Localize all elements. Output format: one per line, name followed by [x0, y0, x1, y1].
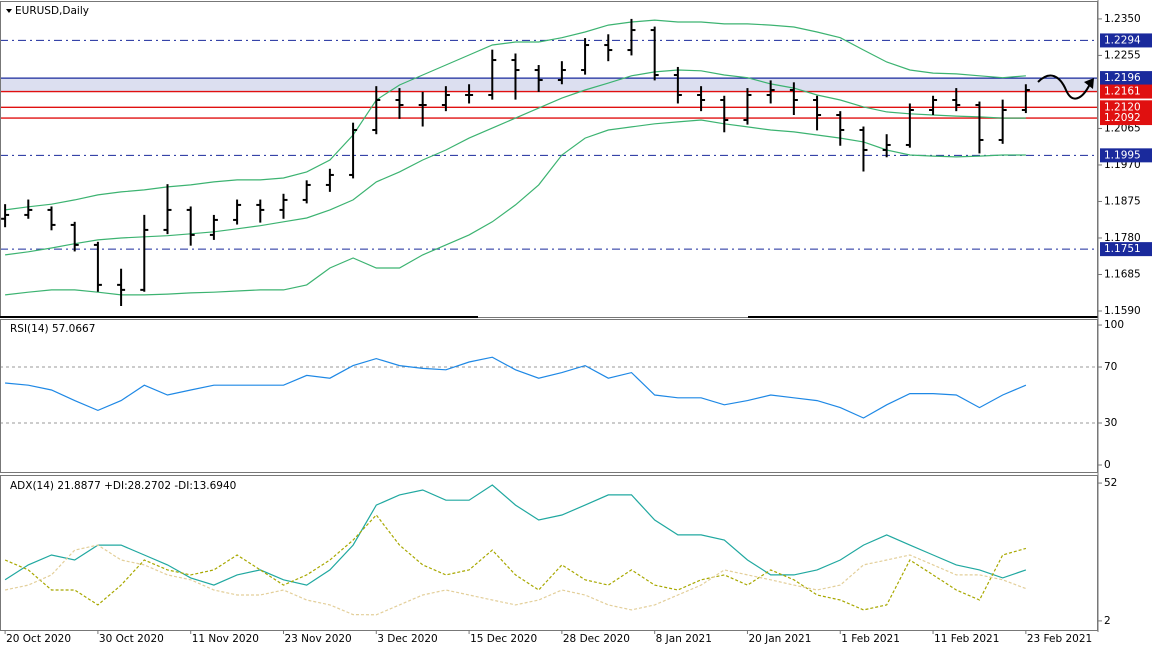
y-tick-label: 1.2065	[1104, 122, 1141, 134]
y-tick-label: 1.2255	[1104, 49, 1141, 61]
level-label-box	[1100, 71, 1152, 86]
y-tick-label: 1.1780	[1104, 232, 1141, 244]
x-tick-label: 30 Oct 2020	[99, 633, 164, 645]
forecast-arrow	[1037, 74, 1091, 100]
x-tick-label: 1 Feb 2021	[841, 633, 900, 645]
level-label-box	[1100, 84, 1152, 99]
indicator-line	[4, 514, 1027, 611]
x-tick-label: 3 Dec 2020	[377, 633, 437, 645]
plot-layer	[0, 18, 1098, 616]
y-tick-label: 1.1590	[1104, 305, 1141, 317]
level-label-box	[1100, 148, 1152, 163]
x-tick-label: 20 Jan 2021	[748, 633, 811, 645]
level-label: 1.2161	[1104, 86, 1141, 98]
y-tick-label: 2	[1104, 615, 1111, 627]
symbol-menu-icon	[6, 9, 12, 13]
x-tick-label: 23 Nov 2020	[284, 633, 351, 645]
y-tick-label: 1.1685	[1104, 268, 1141, 280]
level-label-box	[1100, 242, 1152, 257]
y-tick-label: 100	[1104, 319, 1124, 331]
y-tick-label: 0	[1104, 459, 1111, 471]
level-label-box	[1100, 100, 1152, 115]
panel-title: ADX(14) 21.8877 +DI:28.2702 -DI:13.6940	[10, 480, 236, 492]
level-label: 1.2120	[1104, 101, 1141, 113]
level-label: 1.1751	[1104, 243, 1141, 255]
level-label: 1.2196	[1104, 72, 1141, 84]
y-tick-label: 70	[1104, 361, 1117, 373]
panel-title: RSI(14) 57.0667	[10, 323, 95, 335]
x-tick-label: 28 Dec 2020	[563, 633, 630, 645]
indicator-line	[5, 356, 1027, 419]
level-label-box	[1100, 33, 1152, 48]
forecast-arrow-head	[1084, 78, 1094, 89]
x-tick-label: 23 Feb 2021	[1027, 633, 1092, 645]
x-tick-label: 15 Dec 2020	[470, 633, 537, 645]
x-tick-label: 11 Nov 2020	[192, 633, 259, 645]
indicator-line	[4, 484, 1027, 586]
level-label-box	[1100, 111, 1152, 126]
indicator-line	[5, 19, 1026, 211]
indicator-line	[5, 69, 1026, 256]
x-tick-label: 8 Jan 2021	[656, 633, 712, 645]
y-tick-label: 30	[1104, 417, 1117, 429]
level-label: 1.2294	[1104, 34, 1141, 46]
y-tick-label: 1.2350	[1104, 13, 1141, 25]
x-tick-label: 11 Feb 2021	[934, 633, 999, 645]
level-label: 1.2092	[1104, 112, 1141, 124]
indicator-line	[4, 544, 1027, 616]
resistance-zone	[0, 78, 1098, 92]
indicator-line	[5, 119, 1026, 296]
y-tick-label: 1.1875	[1104, 195, 1141, 207]
panel-title: EURUSD,Daily	[15, 5, 89, 17]
x-tick-label: 20 Oct 2020	[6, 633, 71, 645]
y-tick-label: 52	[1104, 477, 1117, 489]
level-label: 1.1995	[1104, 149, 1141, 161]
